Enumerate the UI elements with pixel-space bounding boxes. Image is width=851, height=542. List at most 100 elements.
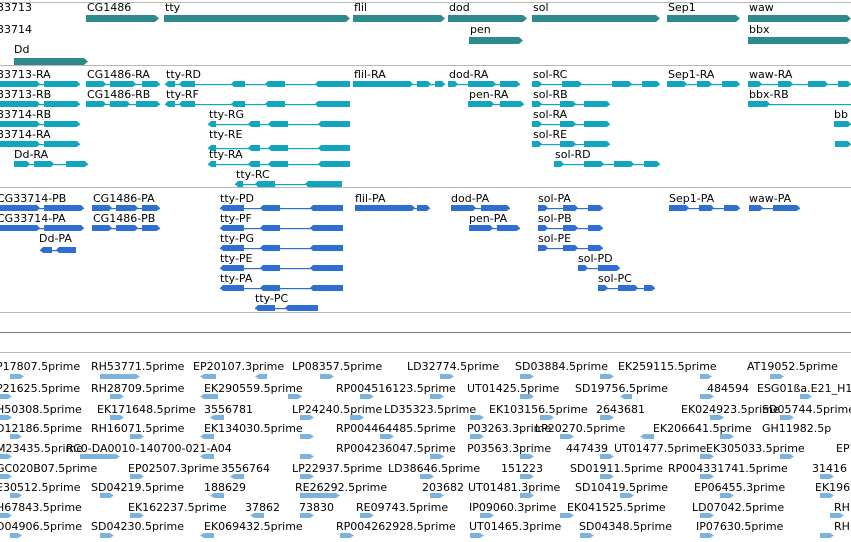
protein-label[interactable]: sol-PC — [598, 272, 632, 285]
protein-model[interactable] — [92, 205, 160, 211]
est-feature[interactable] — [100, 493, 114, 498]
est-feature[interactable] — [800, 394, 812, 399]
gene-bar[interactable] — [353, 15, 445, 22]
est-label[interactable]: EK024923.5prime — [681, 403, 780, 416]
est-feature[interactable] — [200, 454, 214, 459]
est-feature[interactable] — [600, 474, 614, 479]
est-label[interactable]: IP07630.5prime — [696, 520, 784, 533]
transcript-model[interactable] — [208, 161, 350, 167]
gene-bar[interactable] — [448, 15, 527, 22]
transcript-label[interactable]: sol-RE — [533, 128, 567, 141]
est-feature[interactable] — [288, 394, 302, 399]
est-feature[interactable] — [560, 434, 574, 439]
est-label[interactable]: SD01911.5prime — [570, 462, 663, 475]
est-feature[interactable] — [110, 394, 124, 399]
est-feature[interactable] — [600, 454, 614, 459]
est-label[interactable]: P03263.3prime — [467, 422, 551, 435]
est-feature[interactable] — [440, 374, 454, 379]
est-label[interactable]: RP004516123.5prime — [336, 382, 456, 395]
est-feature[interactable] — [470, 533, 484, 538]
est-label[interactable]: 188629 — [204, 481, 246, 494]
transcript-model[interactable] — [0, 81, 80, 87]
est-feature[interactable] — [620, 394, 632, 399]
transcript-label[interactable]: CG1486-RA — [87, 68, 150, 81]
protein-model[interactable] — [220, 285, 343, 291]
est-feature[interactable] — [0, 474, 12, 479]
protein-model[interactable] — [451, 205, 510, 211]
est-label[interactable]: 3556781 — [204, 403, 253, 416]
est-label[interactable]: H67843.5prime — [0, 501, 82, 514]
est-feature[interactable] — [300, 513, 314, 518]
protein-label[interactable]: tty-PE — [220, 252, 253, 265]
transcript-label[interactable]: 33714-RA — [0, 128, 51, 141]
est-label[interactable]: SD05744.5prime — [762, 403, 851, 416]
est-label[interactable]: UT01477.5prime — [614, 442, 707, 455]
est-label[interactable]: 203682 — [422, 481, 464, 494]
gene-bar[interactable] — [748, 37, 851, 44]
est-label[interactable]: RH — [834, 501, 850, 514]
est-feature[interactable] — [360, 513, 374, 518]
protein-label[interactable]: Sep1-PA — [669, 192, 715, 205]
est-feature[interactable] — [0, 454, 12, 459]
est-feature[interactable] — [10, 533, 22, 538]
est-feature[interactable] — [820, 474, 834, 479]
transcript-label[interactable]: sol-RB — [533, 88, 568, 101]
est-feature[interactable] — [520, 493, 534, 498]
transcript-label[interactable]: Dd-RA — [14, 148, 49, 161]
est-feature[interactable] — [200, 533, 214, 538]
est-feature[interactable] — [700, 394, 714, 399]
protein-model[interactable] — [355, 205, 430, 211]
est-label[interactable]: D04906.5prime — [0, 520, 82, 533]
est-label[interactable]: LP20270.5prime — [535, 422, 626, 435]
transcript-label[interactable]: flil-RA — [354, 68, 386, 81]
est-feature[interactable] — [700, 474, 714, 479]
est-label[interactable]: EK171648.5prime — [97, 403, 196, 416]
protein-model[interactable] — [469, 225, 520, 231]
est-label[interactable]: M23435.5prime — [0, 442, 83, 455]
est-feature[interactable] — [420, 474, 434, 479]
transcript-model[interactable] — [448, 81, 520, 87]
transcript-model[interactable] — [0, 101, 80, 107]
est-feature[interactable] — [255, 374, 267, 379]
gene-label[interactable]: dod — [449, 1, 470, 14]
transcript-label[interactable]: dod-RA — [449, 68, 489, 81]
protein-model[interactable] — [220, 245, 343, 251]
protein-model[interactable] — [92, 225, 160, 231]
protein-model[interactable] — [669, 205, 740, 211]
est-feature[interactable] — [80, 454, 120, 459]
transcript-model[interactable] — [835, 141, 851, 147]
est-label[interactable]: 73830 — [299, 501, 334, 514]
est-feature[interactable] — [700, 374, 712, 379]
est-label[interactable]: EK196 — [815, 481, 850, 494]
est-feature[interactable] — [130, 434, 144, 439]
est-feature[interactable] — [10, 374, 24, 379]
protein-model[interactable] — [749, 205, 800, 211]
est-feature[interactable] — [430, 454, 444, 459]
est-label[interactable]: RP004236047.5prime — [336, 442, 456, 455]
est-label[interactable]: LD07042.5prime — [692, 501, 784, 514]
est-label[interactable]: SD04219.5prime — [91, 481, 184, 494]
est-label[interactable]: AT19052.5prime — [747, 360, 838, 373]
est-label[interactable]: RH53771.5prime — [91, 360, 185, 373]
est-feature[interactable] — [780, 454, 794, 459]
est-feature[interactable] — [0, 513, 12, 518]
transcript-model[interactable] — [235, 181, 342, 187]
gene-label[interactable]: 33713 — [0, 1, 32, 14]
est-label[interactable]: UT01481.3prime — [468, 481, 561, 494]
transcript-model[interactable] — [353, 81, 445, 87]
protein-label[interactable]: CG1486-PB — [93, 212, 155, 225]
protein-label[interactable]: CG33714-PA — [0, 212, 66, 225]
est-feature[interactable] — [830, 513, 844, 518]
est-feature[interactable] — [200, 374, 216, 379]
gene-label[interactable]: waw — [749, 1, 774, 14]
est-label[interactable]: RP004262928.5prime — [336, 520, 456, 533]
est-label[interactable]: EP02507.3prime — [128, 462, 219, 475]
protein-label[interactable]: tty-PF — [220, 212, 252, 225]
est-label[interactable]: 31416 — [812, 462, 847, 475]
est-feature[interactable] — [110, 415, 124, 420]
est-feature[interactable] — [250, 513, 264, 518]
est-feature[interactable] — [300, 493, 340, 498]
est-feature[interactable] — [210, 415, 224, 420]
est-label[interactable]: RH — [834, 520, 850, 533]
transcript-model[interactable] — [532, 81, 660, 87]
